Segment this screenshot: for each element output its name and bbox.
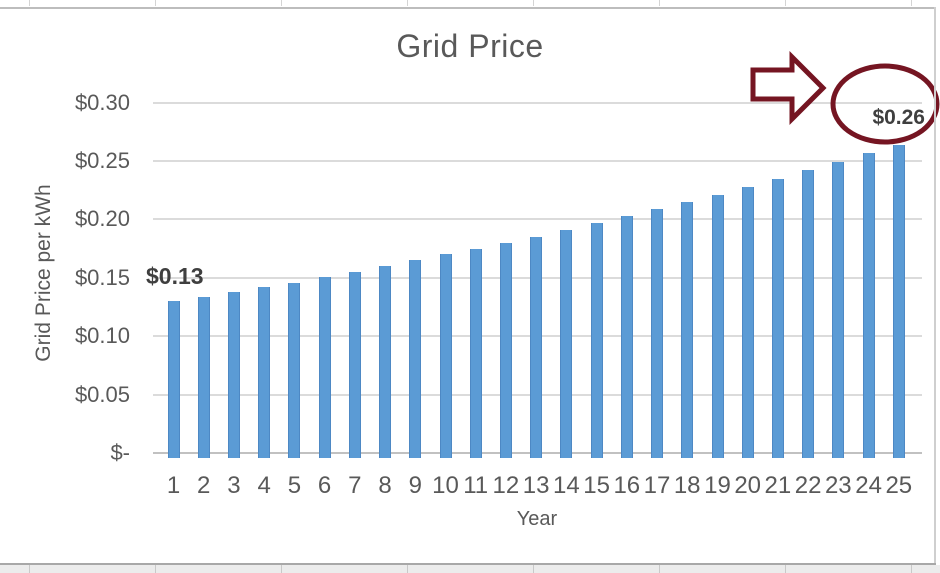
- first-bar-data-label: $0.13: [146, 263, 204, 289]
- bar-year-20: [741, 186, 754, 458]
- chart-title: Grid Price: [396, 28, 544, 64]
- x-axis-tick-label: 21: [764, 472, 792, 499]
- cell-gridline: [659, 0, 660, 6]
- bar-year-3: [227, 291, 240, 458]
- x-axis-title: Year: [516, 508, 558, 530]
- bar-year-4: [258, 287, 271, 458]
- x-axis-tick-label: 11: [463, 472, 489, 499]
- spreadsheet-row-top: [0, 0, 940, 7]
- bar-year-5: [288, 282, 301, 458]
- bar-year-22: [802, 170, 815, 458]
- cell-gridline: [281, 0, 282, 6]
- cell-gridline: [155, 565, 156, 573]
- highlight-circle: [830, 63, 940, 145]
- cell-gridline: [785, 0, 786, 6]
- bar-year-6: [318, 276, 331, 458]
- bar-year-8: [379, 266, 391, 458]
- bar-year-15: [590, 222, 603, 458]
- cell-gridline: [785, 565, 786, 573]
- x-axis-tick-label: 24: [855, 472, 882, 499]
- x-axis-tick-label: 1: [166, 472, 181, 499]
- highlight-arrow-icon: [750, 50, 827, 126]
- bar-year-7: [348, 272, 361, 458]
- bar-year-10: [439, 254, 452, 458]
- last-bar-data-label: $0.26: [872, 106, 925, 129]
- x-axis-tick-label: 19: [704, 472, 731, 499]
- x-axis-tick-label: 18: [673, 472, 701, 499]
- cell-gridline: [533, 565, 534, 573]
- y-axis-tick-label: $0.15: [74, 264, 130, 290]
- x-axis-tick-label: 3: [227, 472, 241, 499]
- cell-gridline: [29, 0, 30, 6]
- y-axis-tick-label: $-: [110, 440, 130, 465]
- spreadsheet-row-bottom: [0, 565, 940, 573]
- bar-year-1: [167, 301, 180, 458]
- y-axis-tick-label: $0.30: [74, 89, 130, 115]
- bar-year-24: [862, 152, 875, 458]
- bar-year-17: [651, 208, 663, 458]
- y-axis-tick-label: $0.05: [74, 381, 130, 407]
- x-axis-tick-label: 22: [794, 472, 822, 499]
- cell-gridline: [533, 0, 534, 6]
- bar-year-12: [499, 242, 512, 458]
- cell-gridline: [407, 565, 408, 573]
- chart-border-bottom: [0, 563, 936, 565]
- bar-year-2: [197, 296, 210, 458]
- cell-gridline: [281, 565, 282, 573]
- bar-year-16: [620, 215, 633, 458]
- cell-gridline: [29, 565, 30, 573]
- y-axis-tick-label: $0.25: [74, 148, 130, 173]
- bar-year-23: [832, 162, 845, 458]
- x-axis-tick-label: 4: [257, 472, 271, 499]
- x-axis-tick-label: 20: [734, 472, 762, 499]
- gridline: [153, 101, 922, 104]
- bar-year-14: [560, 229, 573, 458]
- x-axis-tick-label: 10: [432, 472, 459, 499]
- x-axis-tick-label: 16: [613, 472, 641, 499]
- chart-border-top: [0, 7, 936, 9]
- bar-year-19: [711, 194, 724, 458]
- x-axis-tick-label: 6: [317, 472, 332, 499]
- bar-year-25: [892, 144, 905, 458]
- x-axis-tick-label: 2: [197, 472, 211, 499]
- bar-year-21: [771, 178, 784, 458]
- x-axis-tick-label: 7: [348, 472, 362, 499]
- bar-year-18: [681, 201, 694, 458]
- gridline: [153, 160, 922, 162]
- cell-gridline: [911, 565, 912, 573]
- gridline: [153, 218, 922, 221]
- cell-gridline: [911, 0, 912, 6]
- cell-gridline: [155, 0, 156, 6]
- x-axis-tick-label: 17: [643, 472, 671, 499]
- x-axis-tick-label: 14: [553, 472, 580, 499]
- x-axis-tick-label: 9: [408, 472, 422, 499]
- chart-border-right: [934, 7, 936, 563]
- x-axis-tick-label: 5: [287, 472, 302, 499]
- x-axis-tick-label: 13: [522, 472, 550, 499]
- x-axis-tick-label: 12: [492, 472, 520, 499]
- x-axis-tick-label: 15: [583, 472, 610, 499]
- y-axis-tick-label: $0.20: [74, 206, 130, 232]
- x-axis-tick-label: 23: [824, 472, 852, 499]
- cell-gridline: [407, 0, 408, 6]
- cell-gridline: [659, 565, 660, 573]
- x-axis-tick-label: 25: [885, 472, 913, 499]
- y-axis-tick-label: $0.10: [74, 323, 130, 349]
- x-axis-tick-label: 8: [378, 472, 392, 499]
- bar-year-11: [469, 248, 482, 458]
- bar-year-9: [409, 260, 422, 458]
- bar-year-13: [530, 236, 543, 458]
